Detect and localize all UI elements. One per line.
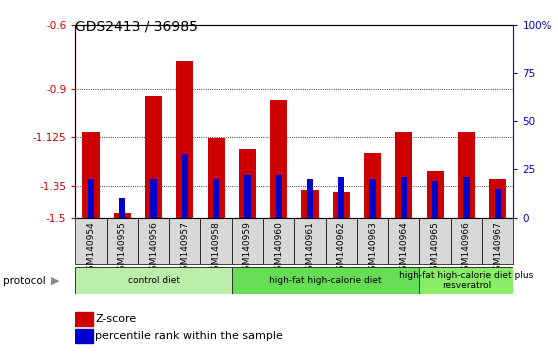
Text: GSM140957: GSM140957 (180, 221, 189, 276)
Bar (88, 179, 94, 218)
Bar (244, 175, 251, 218)
Bar (489, 179, 506, 218)
Bar (301, 190, 319, 218)
Bar (395, 132, 412, 218)
Bar (369, 179, 376, 218)
Bar (338, 177, 344, 218)
Text: GSM140964: GSM140964 (400, 221, 408, 276)
FancyBboxPatch shape (200, 218, 232, 264)
Bar (75, 329, 93, 343)
Text: GSM140962: GSM140962 (337, 221, 346, 276)
Text: GSM140960: GSM140960 (274, 221, 283, 276)
FancyBboxPatch shape (326, 218, 357, 264)
FancyBboxPatch shape (75, 267, 232, 294)
Text: GSM140963: GSM140963 (368, 221, 377, 276)
FancyBboxPatch shape (388, 218, 420, 264)
Text: GSM140967: GSM140967 (493, 221, 502, 276)
Text: GSM140958: GSM140958 (211, 221, 220, 276)
Bar (401, 177, 407, 218)
Bar (458, 132, 475, 218)
Text: GDS2413 / 36985: GDS2413 / 36985 (75, 19, 198, 34)
Bar (83, 132, 99, 218)
Bar (176, 61, 194, 218)
FancyBboxPatch shape (420, 267, 513, 294)
Bar (494, 189, 501, 218)
FancyBboxPatch shape (263, 218, 295, 264)
Text: percentile rank within the sample: percentile rank within the sample (95, 331, 283, 341)
Bar (75, 312, 93, 326)
Text: control diet: control diet (128, 276, 180, 285)
FancyBboxPatch shape (482, 218, 513, 264)
FancyBboxPatch shape (357, 218, 388, 264)
Text: GSM140955: GSM140955 (118, 221, 127, 276)
Text: Z-score: Z-score (95, 314, 136, 324)
Bar (307, 179, 313, 218)
FancyBboxPatch shape (451, 218, 482, 264)
Bar (432, 181, 438, 218)
FancyBboxPatch shape (420, 218, 451, 264)
Text: high-fat high-calorie diet plus
resveratrol: high-fat high-calorie diet plus resverat… (400, 271, 533, 290)
Text: GSM140965: GSM140965 (431, 221, 440, 276)
FancyBboxPatch shape (75, 218, 107, 264)
Bar (114, 213, 131, 218)
Bar (426, 171, 444, 218)
FancyBboxPatch shape (232, 267, 420, 294)
Text: GSM140961: GSM140961 (305, 221, 315, 276)
Bar (463, 177, 469, 218)
Text: protocol: protocol (3, 276, 46, 286)
FancyBboxPatch shape (295, 218, 326, 264)
FancyBboxPatch shape (232, 218, 263, 264)
Bar (239, 149, 256, 218)
FancyBboxPatch shape (138, 218, 169, 264)
FancyBboxPatch shape (107, 218, 138, 264)
Text: GSM140954: GSM140954 (86, 221, 95, 276)
Bar (151, 179, 157, 218)
Text: ▶: ▶ (51, 276, 60, 286)
Bar (182, 154, 188, 218)
Bar (364, 153, 381, 218)
Text: GSM140956: GSM140956 (149, 221, 158, 276)
Bar (208, 138, 225, 218)
Bar (276, 175, 282, 218)
Bar (270, 100, 287, 218)
Bar (119, 198, 126, 218)
Bar (213, 179, 219, 218)
Text: GSM140959: GSM140959 (243, 221, 252, 276)
FancyBboxPatch shape (169, 218, 200, 264)
Text: GSM140966: GSM140966 (462, 221, 471, 276)
Bar (333, 192, 350, 218)
Text: high-fat high-calorie diet: high-fat high-calorie diet (270, 276, 382, 285)
Bar (145, 96, 162, 218)
